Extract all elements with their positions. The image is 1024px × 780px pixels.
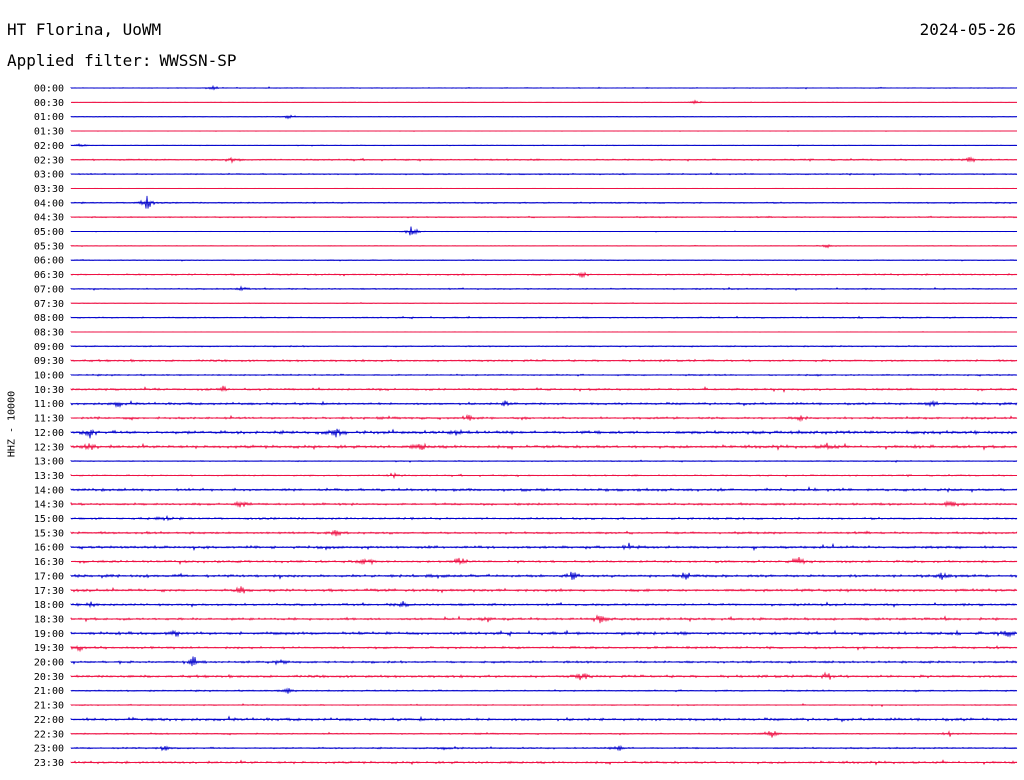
- trace-line: [70, 730, 1018, 738]
- filter-line: Applied filter: WWSSN-SP: [7, 51, 237, 70]
- row-label: 12:30: [34, 442, 64, 453]
- row-label: 08:30: [34, 327, 64, 338]
- row-label: 16:00: [34, 543, 64, 554]
- trace-line: [70, 271, 1018, 279]
- trace-line: [70, 226, 1018, 236]
- trace-line: [70, 556, 1018, 566]
- trace-line: [70, 195, 1018, 209]
- trace-line: [70, 542, 1018, 552]
- row-label: 06:30: [34, 270, 64, 281]
- row-label: 08:00: [34, 313, 64, 324]
- trace-line: [70, 385, 1018, 393]
- trace-line: [70, 656, 1018, 667]
- row-label: 21:00: [34, 686, 64, 697]
- row-label: 10:00: [34, 371, 64, 382]
- row-label: 06:00: [34, 256, 64, 267]
- row-label: 07:00: [34, 284, 64, 295]
- row-label: 19:00: [34, 629, 64, 640]
- row-label: 20:30: [34, 672, 64, 683]
- row-label: 22:00: [34, 715, 64, 726]
- row-label: 17:00: [34, 571, 64, 582]
- row-label: 05:00: [34, 227, 64, 238]
- row-label: 09:30: [34, 356, 64, 367]
- row-label: 01:30: [34, 127, 64, 138]
- row-label: 13:30: [34, 471, 64, 482]
- row-label: 09:00: [34, 342, 64, 353]
- row-label: 11:30: [34, 414, 64, 425]
- trace-line: [70, 601, 1018, 609]
- row-label: 10:30: [34, 385, 64, 396]
- row-label: 23:00: [34, 744, 64, 755]
- row-label: 15:00: [34, 514, 64, 525]
- row-label: 07:30: [34, 299, 64, 310]
- row-label: 19:30: [34, 643, 64, 654]
- record-date: 2024-05-26: [919, 20, 1016, 39]
- row-label: 20:00: [34, 658, 64, 669]
- row-label: 22:30: [34, 729, 64, 740]
- trace-line: [70, 614, 1018, 624]
- row-label: 23:30: [34, 758, 64, 769]
- row-label: 03:00: [34, 170, 64, 181]
- row-label: 03:30: [34, 184, 64, 195]
- row-label: 21:30: [34, 701, 64, 712]
- row-label: 02:00: [34, 141, 64, 152]
- row-label: 04:30: [34, 213, 64, 224]
- row-label: 00:00: [34, 84, 64, 95]
- row-label: 00:30: [34, 98, 64, 109]
- row-label: 04:00: [34, 198, 64, 209]
- row-label: 05:30: [34, 241, 64, 252]
- filter-value: WWSSN-SP: [159, 51, 237, 70]
- row-label: 15:30: [34, 528, 64, 539]
- trace-line: [70, 428, 1018, 439]
- row-label: 18:30: [34, 614, 64, 625]
- row-label: 02:30: [34, 155, 64, 166]
- row-label: 17:30: [34, 586, 64, 597]
- station-title: HT Florina, UoWM: [7, 20, 162, 39]
- filter-label: Applied filter:: [7, 51, 152, 70]
- row-label: 13:00: [34, 457, 64, 468]
- row-label: 11:00: [34, 399, 64, 410]
- row-label: 01:00: [34, 112, 64, 123]
- row-label: 14:00: [34, 485, 64, 496]
- row-label: 16:30: [34, 557, 64, 568]
- row-label: 18:00: [34, 600, 64, 611]
- trace-line: [70, 645, 1018, 653]
- row-label: 14:30: [34, 500, 64, 511]
- row-label: 12:00: [34, 428, 64, 439]
